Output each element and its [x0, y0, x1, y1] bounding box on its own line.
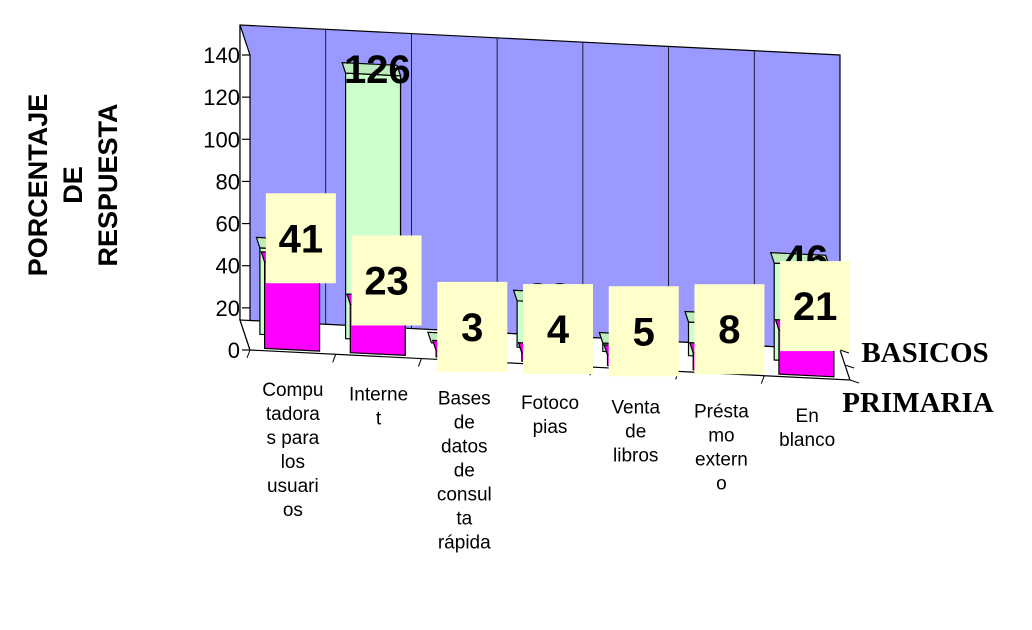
- y-tick-label: 100: [203, 127, 240, 152]
- data-label-box: [780, 261, 851, 352]
- data-label-box: [265, 193, 336, 284]
- data-label-primaria: 21: [793, 285, 838, 329]
- category-label-line: blanco: [779, 430, 835, 451]
- data-label-box: [608, 286, 679, 377]
- bar-top: [341, 61, 402, 77]
- category-label-line: os: [283, 500, 303, 521]
- y-tick-label: 140: [203, 43, 240, 68]
- y-tick-label: 40: [216, 254, 240, 279]
- data-label-box: [694, 284, 765, 375]
- category-label-line: pias: [533, 417, 568, 438]
- category-label-line: de: [454, 413, 475, 434]
- data-label-primaria: 3: [461, 306, 483, 350]
- series-label-front: PRIMARIA: [842, 387, 993, 419]
- depth-tick: [839, 349, 850, 354]
- category-label: En blanco: [779, 406, 835, 451]
- category-label-line: Compu: [262, 380, 323, 401]
- y-axis-title-line: RESPUESTA: [93, 103, 123, 266]
- category-label-line: extern: [695, 450, 748, 471]
- category-label-line: rápida: [438, 533, 491, 554]
- category-labels: Compu tadora s para los usuari os Interne t Base…: [246, 349, 835, 554]
- category-label-line: Venta: [611, 397, 660, 418]
- series-axis-labels: BASICOS PRIMARIA: [839, 337, 994, 419]
- category-label-line: o: [716, 474, 727, 495]
- data-label-primaria: 41: [279, 217, 324, 261]
- category-label-line: libros: [613, 445, 658, 466]
- data-label-box: [437, 281, 508, 372]
- side-wall: [239, 24, 251, 351]
- data-label-box: [523, 284, 593, 375]
- y-tick-label: 120: [203, 85, 240, 110]
- category-label-line: Présta: [694, 402, 749, 423]
- data-label-primaria: 5: [633, 310, 655, 354]
- x-tick: [332, 354, 337, 363]
- y-tick-label: 80: [216, 169, 240, 194]
- y-tick-label: 60: [216, 212, 240, 237]
- category-label-line: Fotoco: [521, 393, 579, 414]
- data-labels: 41126022416464123345821: [265, 48, 851, 377]
- category-label-line: datos: [441, 437, 487, 458]
- category-label: Venta de libros: [611, 397, 660, 466]
- y-axis-title-line: DE: [58, 166, 88, 204]
- y-tick-label: 0: [228, 338, 240, 363]
- depth-tick: [849, 379, 860, 384]
- data-label-primaria: 23: [364, 259, 409, 303]
- data-label-box: [351, 235, 422, 326]
- category-label-line: consul: [437, 485, 492, 506]
- x-tick: [246, 349, 251, 359]
- y-axis-title-line: PORCENTAJE: [23, 94, 53, 277]
- category-label-line: de: [454, 461, 475, 482]
- value-axis: 0 20 40 60 80 100 120 140: [203, 43, 250, 363]
- data-label-primaria: 8: [718, 308, 740, 352]
- category-label: Fotoco pias: [521, 393, 579, 438]
- category-label-line: los: [281, 452, 305, 473]
- category-label: Bases de datos de consul ta rápida: [437, 389, 492, 554]
- category-label-line: Interne: [349, 384, 408, 405]
- data-label-primaria: 4: [547, 308, 570, 352]
- x-tick: [417, 358, 422, 367]
- category-label: Interne t: [349, 384, 408, 429]
- category-label-line: de: [625, 421, 646, 442]
- category-label-line: t: [376, 408, 382, 429]
- x-tick: [760, 375, 765, 384]
- data-label-basicos: 126: [344, 48, 411, 92]
- category-label-line: tadora: [266, 404, 320, 425]
- y-axis-title-text: PORCENTAJE DE RESPUESTA: [23, 94, 123, 277]
- series-label-back: BASICOS: [861, 337, 988, 369]
- category-label-line: s para: [266, 428, 319, 449]
- category-label: Présta mo extern o: [694, 402, 749, 495]
- category-label-line: usuari: [267, 476, 319, 497]
- category-label: Compu tadora s para los usuari os: [262, 380, 323, 521]
- category-label-line: ta: [456, 509, 472, 530]
- y-tick-label: 20: [216, 296, 240, 321]
- depth-tick: [844, 364, 855, 369]
- category-label-line: Bases: [438, 389, 491, 410]
- y-axis-title: PORCENTAJE DE RESPUESTA: [23, 94, 123, 277]
- category-label-line: mo: [708, 426, 734, 447]
- category-label-line: En: [796, 406, 819, 427]
